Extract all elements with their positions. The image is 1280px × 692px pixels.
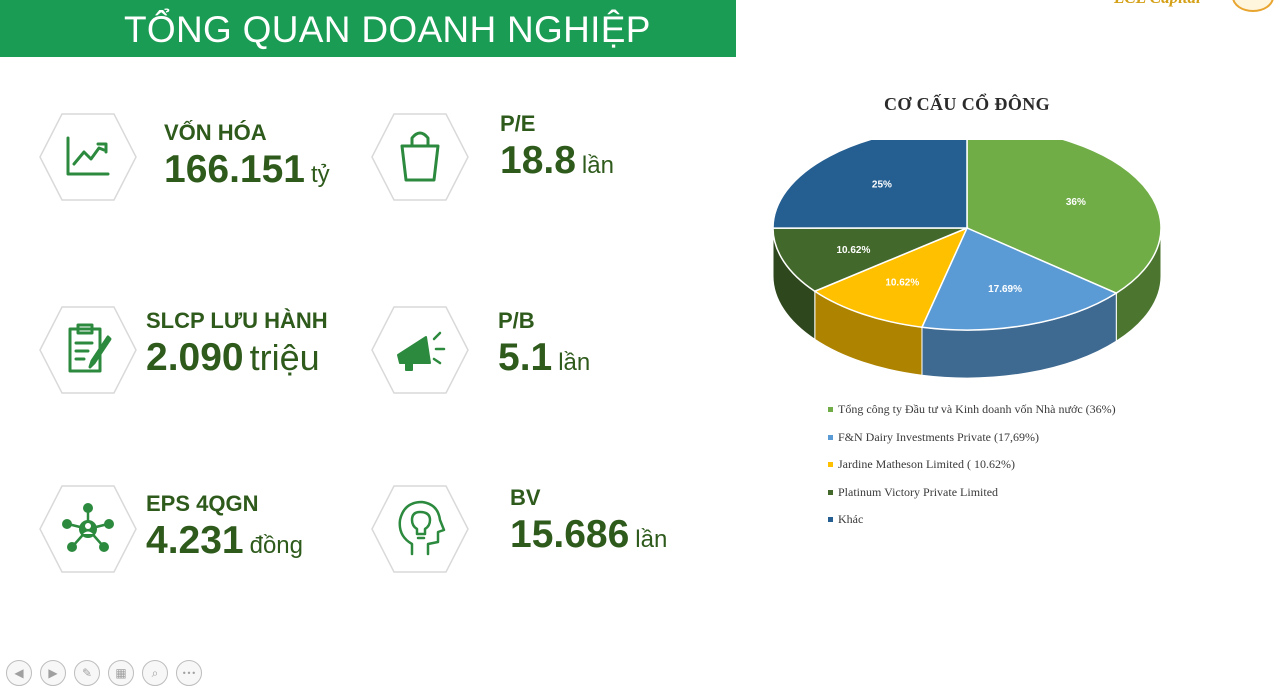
kpi-label-von-hoa: VỐN HÓA: [164, 120, 267, 145]
network-person-icon: [38, 484, 138, 574]
kpi-unit: triệu: [249, 337, 320, 378]
kpi-label-pe: P/E: [500, 111, 536, 136]
legend-item: Platinum Victory Private Limited: [828, 479, 1116, 507]
trend-chart-icon: [38, 112, 138, 202]
legend-item: Tổng công ty Đầu tư và Kinh doanh vốn Nh…: [828, 396, 1116, 424]
kpi-label-eps: EPS 4QGN: [146, 491, 259, 516]
pie-data-label: 10.62%: [885, 277, 919, 288]
head-lightbulb-icon: [370, 484, 470, 574]
more-icon[interactable]: •••: [176, 660, 202, 686]
legend-item: Jardine Matheson Limited ( 10.62%): [828, 451, 1116, 479]
kpi-value-pe: 18.8 lần: [500, 139, 614, 182]
kpi-value-bv: 15.686 lần: [510, 513, 668, 556]
page-title: TỔNG QUAN DOANH NGHIỆP: [124, 9, 651, 50]
brand-emblem-icon: [1232, 0, 1274, 12]
kpi-unit: lần: [635, 526, 668, 553]
kpi-value-slcp: 2.090 triệu: [146, 336, 320, 379]
brand-text: LCL Capital: [1114, 0, 1201, 8]
zoom-icon[interactable]: ⌕: [142, 660, 168, 686]
pie-chart: 36% 17.69% 10.62% 10.62% 25%: [772, 140, 1162, 379]
title-bar: TỔNG QUAN DOANH NGHIỆP: [0, 0, 736, 57]
chart-title: CƠ CẤU CỔ ĐÔNG: [883, 94, 1051, 114]
pie-slice: [772, 227, 968, 293]
kpi-value-pb: 5.1 lần: [498, 336, 591, 379]
megaphone-icon: [370, 305, 470, 395]
legend-swatch: [828, 462, 833, 468]
kpi-label-pb: P/B: [498, 308, 535, 333]
pie-slice: [772, 140, 968, 229]
pen-icon[interactable]: ✎: [74, 660, 100, 686]
pie-data-label: 17.69%: [988, 284, 1022, 295]
pie-slice: [813, 226, 969, 329]
legend-item: Khác: [828, 506, 1116, 534]
legend-swatch: [828, 517, 833, 523]
kpi-unit: đồng: [249, 532, 303, 559]
chart-legend: Tổng công ty Đầu tư và Kinh doanh vốn Nh…: [828, 396, 1116, 534]
pie-data-label: 25%: [872, 179, 892, 190]
pie-data-label: 10.62%: [836, 245, 870, 256]
kpi-unit: lần: [558, 349, 591, 376]
previous-icon[interactable]: ◀: [6, 660, 32, 686]
shopping-bag-icon: [370, 112, 470, 202]
clipboard-pen-icon: [38, 305, 138, 395]
kpi-label-slcp: SLCP LƯU HÀNH: [146, 308, 328, 333]
pie-slice: [966, 140, 1162, 294]
kpi-value-von-hoa: 166.151 tỷ: [164, 148, 330, 191]
legend-item: F&N Dairy Investments Private (17,69%): [828, 424, 1116, 452]
kpi-label-bv: BV: [510, 485, 541, 510]
legend-swatch: [828, 407, 833, 413]
pie-slice: [920, 227, 1118, 331]
next-icon[interactable]: ▶: [40, 660, 66, 686]
kpi-value-eps: 4.231 đồng: [146, 519, 303, 562]
pie-data-label: 36%: [1066, 197, 1086, 208]
legend-swatch: [828, 489, 833, 495]
kpi-unit: lần: [581, 152, 614, 179]
slideshow-controls: ◀ ▶ ✎ ▦ ⌕ •••: [6, 660, 202, 686]
legend-swatch: [828, 434, 833, 440]
slides-icon[interactable]: ▦: [108, 660, 134, 686]
kpi-unit: tỷ: [310, 161, 330, 188]
brand-logo: LCL Capital: [1112, 0, 1280, 12]
